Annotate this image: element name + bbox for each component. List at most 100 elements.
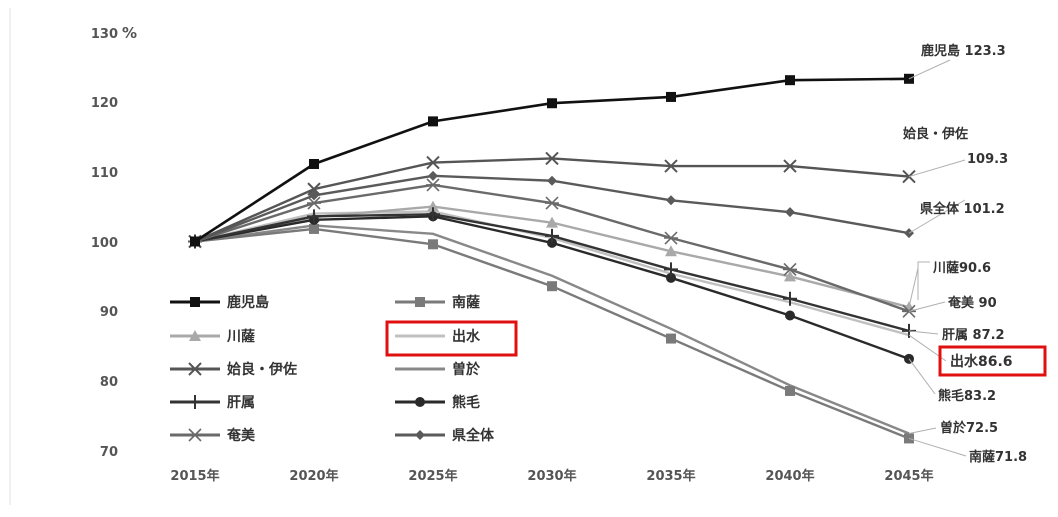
data-point bbox=[307, 182, 321, 196]
data-point bbox=[666, 91, 676, 102]
data-point bbox=[427, 200, 439, 212]
leader-line bbox=[908, 301, 946, 312]
leader-line bbox=[908, 199, 966, 234]
series-layer bbox=[188, 73, 916, 444]
end-label-amami: 奄美 90 bbox=[947, 295, 997, 311]
leader-line bbox=[908, 358, 936, 395]
end-label-aira-name: 姶良・伊佐 bbox=[903, 126, 968, 142]
data-point bbox=[666, 272, 676, 283]
highlight-box-izumi-legend bbox=[385, 320, 518, 357]
legend-marker bbox=[188, 428, 202, 442]
data-point bbox=[785, 207, 795, 218]
legend-label: 鹿児島 bbox=[226, 294, 269, 311]
data-point bbox=[666, 195, 676, 206]
series-9 bbox=[190, 170, 914, 247]
legend-item: 南薩 bbox=[395, 294, 480, 311]
data-point bbox=[664, 231, 678, 245]
legend-item: 奄美 bbox=[170, 427, 256, 444]
leader-line bbox=[908, 267, 919, 308]
legend-marker bbox=[189, 330, 201, 341]
end-label-kagoshima: 鹿児島 123.3 bbox=[921, 43, 1006, 59]
data-point bbox=[309, 158, 319, 169]
x-axis-ticks: 2015年 2020年 2025年 2030年 2035年 2040年 2045… bbox=[170, 468, 933, 484]
data-point bbox=[785, 310, 795, 321]
legend-marker bbox=[190, 297, 200, 307]
legend-label: 川薩 bbox=[226, 328, 255, 345]
legend-item: 曽於 bbox=[395, 361, 481, 378]
end-label-soo: 曽於72.5 bbox=[940, 420, 998, 436]
legend-item: 川薩 bbox=[170, 328, 255, 345]
legend-marker bbox=[415, 430, 425, 440]
data-point bbox=[547, 98, 557, 109]
data-point bbox=[785, 75, 795, 86]
x-tick-label: 2015年 bbox=[170, 468, 219, 484]
data-point bbox=[307, 196, 321, 210]
data-point bbox=[545, 228, 559, 243]
leader-line bbox=[908, 330, 939, 335]
legend-item: 出水 bbox=[395, 328, 481, 345]
data-point bbox=[426, 155, 440, 170]
end-label-kenzentai: 県全体 101.2 bbox=[920, 201, 1005, 217]
x-tick-label: 2025年 bbox=[408, 468, 457, 484]
leader-line bbox=[908, 427, 937, 435]
end-label-aira: 109.3 bbox=[967, 152, 1008, 167]
legend-item: 熊毛 bbox=[395, 394, 480, 411]
end-label-nansatsu: 南薩71.8 bbox=[969, 449, 1027, 465]
x-tick-label: 2040年 bbox=[765, 468, 814, 484]
y-tick-label: 130 bbox=[91, 27, 118, 42]
data-point bbox=[783, 159, 797, 173]
data-point bbox=[190, 236, 200, 247]
data-point bbox=[547, 281, 557, 292]
x-tick-label: 2020年 bbox=[289, 468, 338, 484]
data-point bbox=[666, 333, 676, 344]
end-label-kumage: 熊毛83.2 bbox=[938, 388, 996, 404]
legend-marker bbox=[188, 362, 202, 376]
highlight-box-izumi-end bbox=[938, 345, 1047, 377]
end-label-sensatsu: 川薩90.6 bbox=[932, 260, 991, 276]
end-labels: 鹿児島 123.3 姶良・伊佐 109.3 県全体 101.2 川薩90.6 奄… bbox=[903, 43, 1027, 465]
legend-label: 曽於 bbox=[452, 361, 481, 378]
end-label-kimotsuki: 肝属 87.2 bbox=[942, 328, 1005, 343]
legend-item: 姶良・伊佐 bbox=[170, 361, 297, 378]
legend-item: 鹿児島 bbox=[170, 294, 269, 311]
legend-marker bbox=[415, 297, 425, 307]
data-point bbox=[545, 151, 559, 166]
leader-line bbox=[908, 59, 951, 80]
legend-label: 熊毛 bbox=[452, 394, 480, 411]
data-point bbox=[309, 223, 319, 234]
legend-marker bbox=[188, 395, 202, 409]
y-tick-label: 120 bbox=[91, 96, 118, 111]
x-tick-label: 2035年 bbox=[646, 468, 695, 484]
leader-line bbox=[908, 159, 966, 178]
y-tick-label: 70 bbox=[100, 445, 118, 460]
end-label-izumi: 出水86.6 bbox=[950, 353, 1013, 370]
y-unit-label: % bbox=[122, 24, 137, 42]
legend-item: 県全体 bbox=[395, 427, 495, 444]
y-tick-label: 80 bbox=[100, 375, 118, 390]
legend-label: 出水 bbox=[452, 328, 481, 345]
label-bracket bbox=[917, 261, 930, 300]
y-tick-label: 90 bbox=[100, 305, 118, 320]
data-point bbox=[307, 209, 321, 224]
x-tick-label: 2030年 bbox=[527, 468, 576, 484]
data-point bbox=[783, 291, 797, 306]
data-point bbox=[664, 262, 678, 277]
legend-item: 肝属 bbox=[170, 395, 255, 411]
data-point bbox=[426, 178, 440, 192]
data-point bbox=[664, 159, 678, 173]
data-point bbox=[546, 216, 558, 228]
y-tick-label: 110 bbox=[91, 166, 118, 181]
legend-label: 南薩 bbox=[452, 294, 480, 311]
leader-line bbox=[908, 437, 967, 457]
legend-label: 肝属 bbox=[227, 395, 255, 411]
data-point bbox=[428, 170, 438, 181]
series-6 bbox=[188, 207, 916, 338]
data-point bbox=[545, 196, 559, 210]
data-point bbox=[428, 116, 438, 127]
legend-marker bbox=[415, 397, 425, 407]
data-point bbox=[784, 270, 796, 282]
y-tick-label: 100 bbox=[91, 236, 118, 251]
